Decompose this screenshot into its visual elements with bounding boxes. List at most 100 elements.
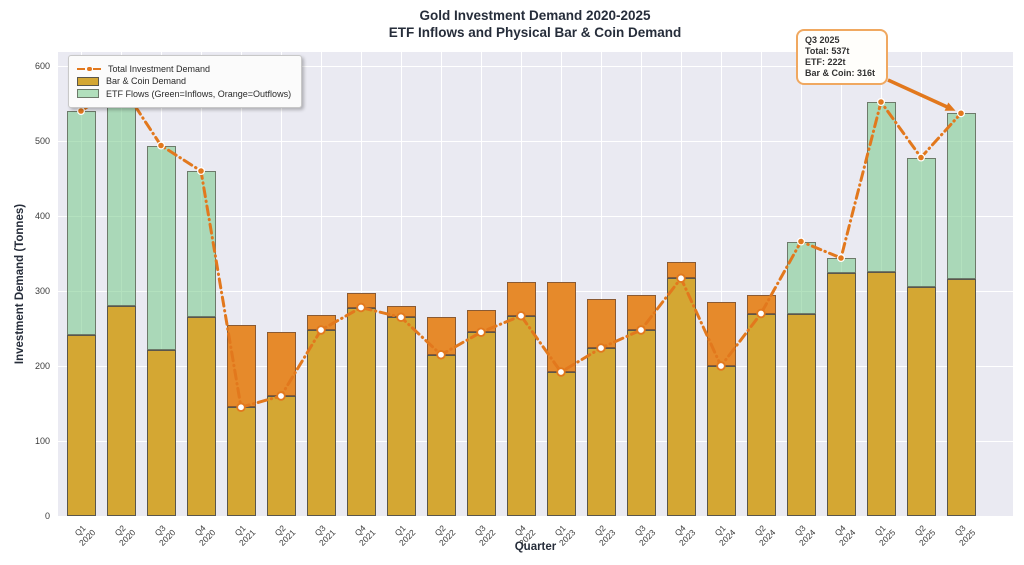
chart-title-line2: ETF Inflows and Physical Bar & Coin Dema… [388, 25, 682, 40]
data-point-marker [676, 273, 686, 283]
x-axis-label: Quarter [514, 541, 557, 553]
gridline-vertical [640, 52, 642, 516]
bar-coin-segment [826, 273, 856, 516]
gridline-horizontal [58, 515, 1013, 517]
legend-label: ETF Flows (Green=Inflows, Orange=Outflow… [106, 88, 292, 99]
annotation-etf: ETF: 222t [805, 57, 846, 67]
y-tick-label: 200 [34, 361, 50, 371]
data-point-marker [596, 343, 606, 353]
legend-label: Bar & Coin Demand [106, 76, 187, 86]
data-point-marker [156, 141, 165, 150]
etf-inflow-segment [146, 145, 176, 351]
bar-coin-segment [466, 332, 496, 516]
data-point-marker [476, 327, 486, 337]
chart-title: Gold Investment Demand 2020-2025 ETF Inf… [0, 7, 1024, 41]
legend-label: Total Investment Demand [108, 63, 211, 74]
data-point-marker [556, 367, 566, 377]
legend-item-bar-coin: Bar & Coin Demand [77, 76, 291, 86]
gridline-vertical [720, 52, 722, 516]
data-point-marker [636, 325, 646, 335]
bar-coin-segment [106, 306, 136, 516]
gridline-horizontal [58, 215, 1013, 217]
y-tick-label: 300 [34, 286, 50, 296]
etf-inflow-segment [106, 84, 136, 306]
gridline-vertical [760, 52, 762, 516]
green-swatch-icon [77, 89, 99, 98]
annotation-barcoin: Bar & Coin: 316t [805, 68, 876, 78]
data-point-marker [77, 106, 86, 115]
etf-inflow-segment [66, 111, 96, 336]
data-point-marker [796, 237, 805, 246]
plot-area: Total Investment Demand Bar & Coin Deman… [58, 52, 1013, 517]
etf-inflow-segment [946, 112, 976, 279]
annotation-arrowhead-icon [944, 102, 956, 111]
data-point-marker [876, 97, 885, 106]
total-demand-line-layer [77, 78, 965, 412]
bar-coin-segment [386, 317, 416, 516]
legend-item-total-line: Total Investment Demand [77, 64, 291, 74]
gridline-vertical [400, 52, 402, 516]
data-point-marker [836, 254, 845, 263]
bar-coin-segment [626, 330, 656, 516]
data-point-marker [516, 311, 526, 321]
bar-coin-segment [506, 315, 536, 516]
data-point-marker [356, 302, 366, 313]
data-point-marker [276, 391, 286, 401]
etf-outflow-segment [626, 294, 656, 330]
y-axis-label: Investment Demand (Tonnes) [14, 203, 26, 365]
y-tick-label: 500 [34, 136, 50, 146]
gridline-vertical [480, 52, 482, 516]
bar-coin-segment [346, 307, 376, 516]
chart-title-line1: Gold Investment Demand 2020-2025 [419, 8, 651, 23]
bar-coin-segment [226, 407, 256, 516]
gridline-horizontal [58, 290, 1013, 292]
etf-outflow-segment [506, 282, 536, 316]
bar-coin-segment [746, 313, 776, 516]
annotation-callout: Q3 2025 Total: 537t ETF: 222t Bar & Coin… [796, 29, 888, 85]
y-tick-label: 0 [44, 511, 50, 521]
bar-coin-segment [786, 314, 816, 516]
y-tick-label: 100 [34, 436, 50, 446]
bar-coin-segment [306, 330, 336, 516]
gridline-horizontal [58, 140, 1013, 142]
data-point-marker [316, 325, 326, 335]
data-point-marker [396, 312, 406, 322]
annotation-arrow [887, 78, 950, 110]
gridline-vertical [240, 52, 242, 516]
total-demand-line [79, 82, 963, 410]
gridline-vertical [320, 52, 322, 516]
etf-inflow-segment [906, 157, 936, 287]
bar-coin-segment [866, 272, 896, 516]
data-point-marker [436, 350, 446, 360]
gridline-vertical [600, 52, 602, 516]
gridline-horizontal [58, 440, 1013, 442]
gridline-horizontal [58, 365, 1013, 367]
legend: Total Investment Demand Bar & Coin Deman… [68, 55, 303, 108]
data-point-marker [716, 361, 726, 371]
bar-coin-segment [426, 354, 456, 516]
etf-inflow-segment [866, 102, 896, 273]
y-tick-label: 600 [34, 61, 50, 71]
bar-coin-segment [266, 396, 296, 516]
data-point-marker [756, 308, 766, 319]
gridline-vertical [440, 52, 442, 516]
bar-coin-segment [186, 316, 216, 516]
data-point-marker [916, 153, 925, 162]
bar-coin-segment [946, 279, 976, 516]
bar-coin-segment [146, 350, 176, 516]
etf-inflow-segment [786, 241, 816, 315]
y-tick-label: 400 [34, 211, 50, 221]
data-point-marker [197, 166, 206, 175]
gridline-horizontal [58, 65, 1013, 67]
legend-item-etf-flows: ETF Flows (Green=Inflows, Orange=Outflow… [77, 89, 291, 99]
bar-coin-segment [666, 278, 696, 516]
dashdot-line-icon [77, 64, 101, 73]
etf-outflow-segment [586, 299, 616, 348]
annotation-quarter: Q3 2025 [805, 35, 840, 45]
gridline-vertical [360, 52, 362, 516]
gold-swatch-icon [77, 76, 99, 86]
gridline-vertical [280, 52, 282, 516]
bar-coin-segment [66, 335, 96, 516]
data-point-marker [956, 109, 965, 118]
